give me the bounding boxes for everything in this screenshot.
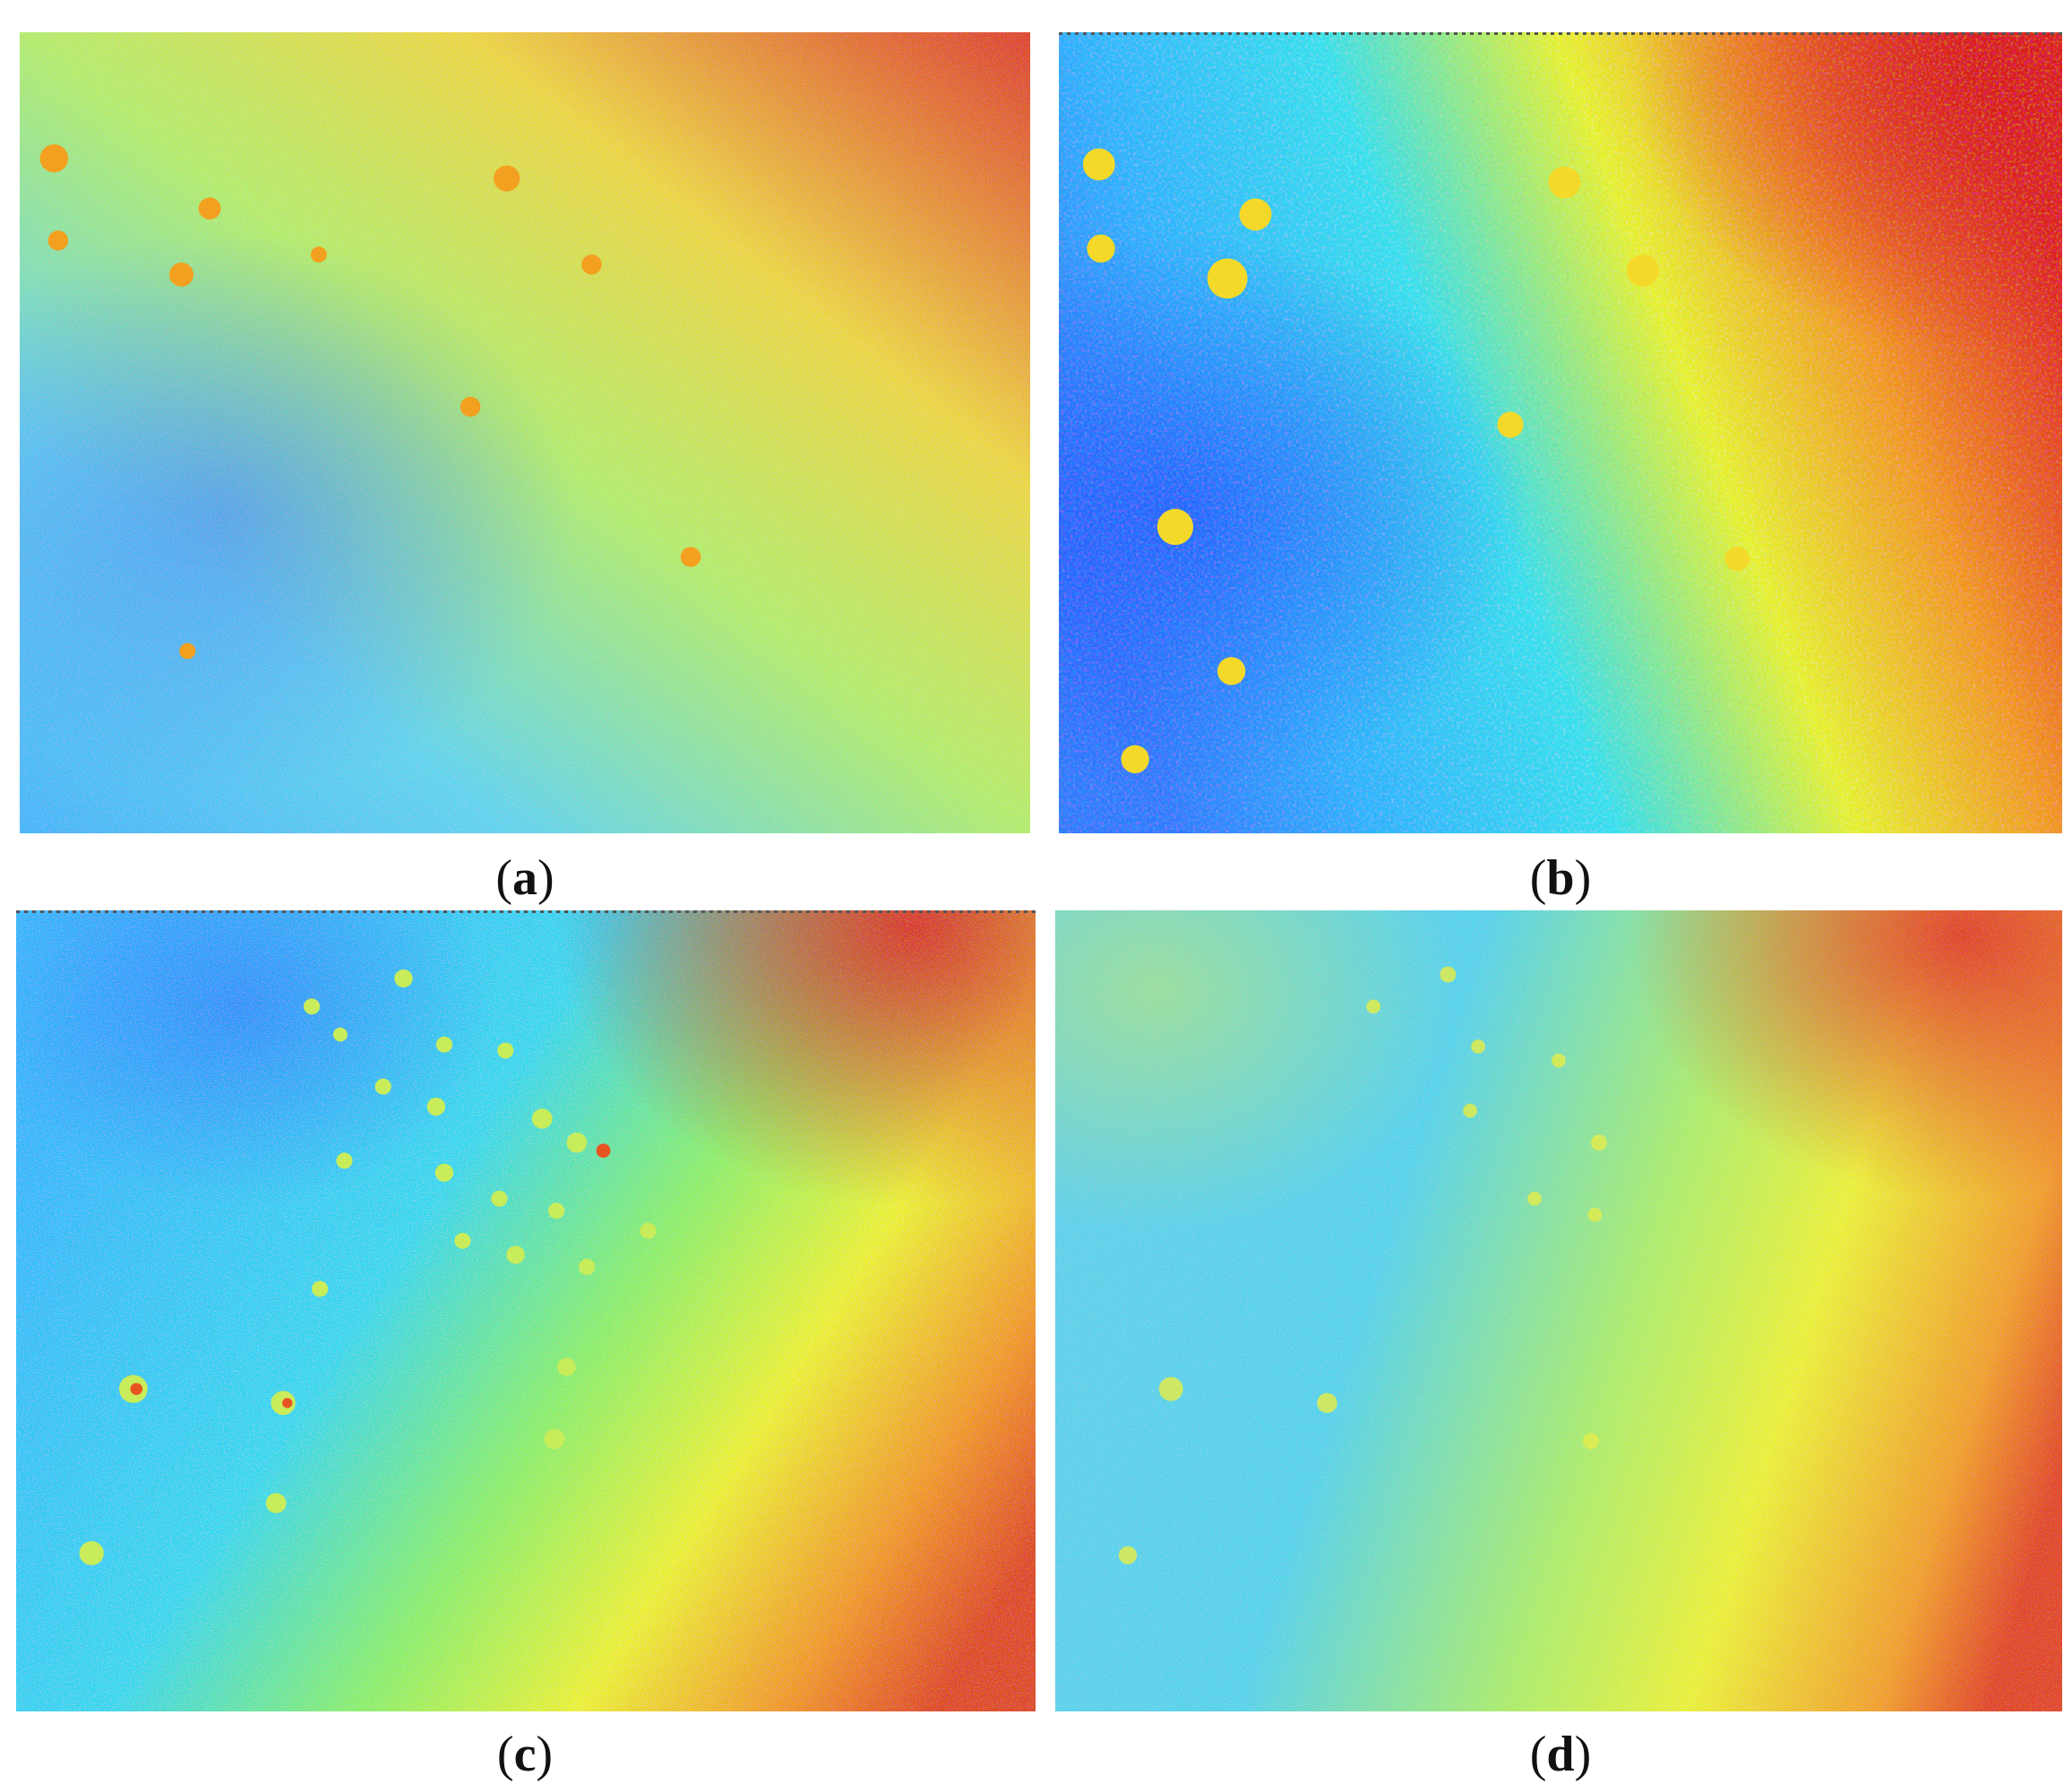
panel-top-border [1059, 32, 2062, 35]
panel-caption-a: (a) [391, 853, 659, 903]
panel-top-border [16, 910, 1036, 913]
panel-caption-c: (c) [391, 1729, 659, 1780]
heatmap-image-c [16, 910, 1036, 1711]
caption-close-paren: ) [536, 1727, 554, 1782]
heatmap-image-d [1055, 910, 2062, 1711]
heatmap-panel-a [20, 32, 1030, 833]
panel-caption-b: (b) [1426, 853, 1695, 903]
hotspots-c [79, 969, 657, 1565]
heatmap-panel-b [1059, 32, 2062, 833]
heatmap-image-b [1059, 32, 2062, 833]
heatmap-panel-c [16, 910, 1036, 1711]
caption-open-paren: ( [1529, 1727, 1547, 1782]
caption-close-paren: ) [1574, 850, 1592, 906]
caption-open-paren: ( [496, 1727, 514, 1782]
hotspots-a [39, 144, 701, 659]
caption-letter: a [512, 850, 537, 906]
caption-letter: d [1546, 1727, 1575, 1782]
heatmap-image-a [20, 32, 1030, 833]
caption-letter: b [1546, 850, 1575, 906]
panel-caption-d: (d) [1426, 1729, 1695, 1780]
caption-open-paren: ( [495, 850, 512, 906]
caption-close-paren: ) [537, 850, 555, 906]
heatmap-panel-d [1055, 910, 2062, 1711]
hotspots-d [1118, 966, 1607, 1564]
caption-letter: c [513, 1727, 537, 1782]
hotspots-b [1082, 148, 1750, 773]
caption-close-paren: ) [1574, 1727, 1592, 1782]
caption-open-paren: ( [1529, 850, 1547, 906]
